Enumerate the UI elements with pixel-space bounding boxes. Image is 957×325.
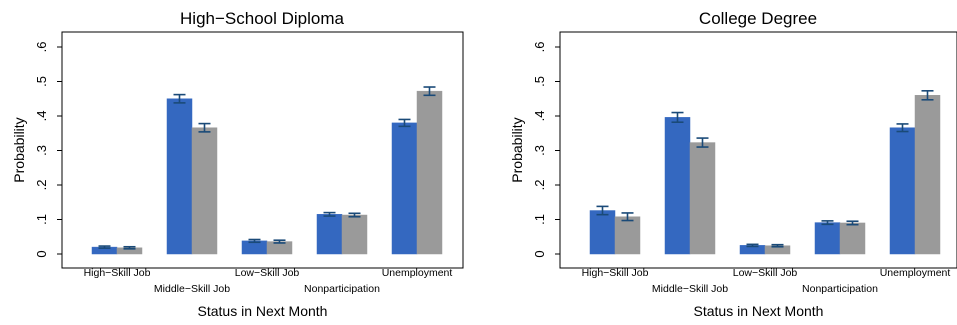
bar [839, 222, 866, 255]
x-category-label: Unemployment [382, 267, 453, 279]
x-category-label: High−Skill Job [84, 267, 151, 279]
bar [889, 127, 916, 255]
y-tick-label: .4 [34, 111, 49, 122]
y-tick-label: .5 [34, 76, 49, 87]
x-category-label: Middle−Skill Job [652, 283, 728, 295]
bar [814, 222, 841, 255]
bar [589, 210, 616, 255]
y-tick-label: .5 [532, 76, 547, 87]
x-category-label: Middle−Skill Job [154, 283, 230, 295]
y-axis-label: Probability [11, 117, 27, 182]
bar [614, 216, 641, 255]
chart-title: College Degree [699, 9, 817, 28]
x-category-label: Nonparticipation [304, 283, 380, 295]
bar [689, 142, 716, 255]
chart-panel-1: High−School Diploma 0 .1 .2 .3 .4 .5 .6 Probabil… [11, 9, 464, 319]
y-tick-label: 0 [532, 250, 547, 257]
y-tick-label: .3 [34, 145, 49, 156]
bar [341, 214, 368, 255]
bar [664, 117, 691, 255]
y-tick-label: .3 [532, 145, 547, 156]
y-tick-label: .6 [532, 42, 547, 53]
bar [166, 98, 193, 255]
x-category-label: Low−Skill Job [733, 267, 798, 279]
y-tick-label: .1 [532, 214, 547, 225]
bar [416, 90, 443, 255]
chart-title: High−School Diploma [180, 9, 344, 28]
x-category-label: Nonparticipation [802, 283, 878, 295]
y-tick-label: .1 [34, 214, 49, 225]
bar [316, 214, 343, 255]
bar [191, 127, 218, 255]
y-tick-label: .2 [34, 180, 49, 191]
x-axis-label: Status in Next Month [198, 303, 328, 319]
x-category-label: Unemployment [880, 267, 951, 279]
bar [914, 95, 941, 255]
y-axis-label: Probability [509, 117, 525, 182]
y-tick-label: 0 [34, 250, 49, 257]
y-tick-label: .4 [532, 111, 547, 122]
x-axis-label: Status in Next Month [694, 303, 824, 319]
chart-panel-2: College Degree 0 .1 .2 .3 .4 .5 .6 Probability Hi… [509, 9, 957, 319]
bar [391, 122, 418, 255]
y-tick-label: .6 [34, 42, 49, 53]
x-category-label: High−Skill Job [582, 267, 649, 279]
x-category-label: Low−Skill Job [235, 267, 300, 279]
y-tick-label: .2 [532, 180, 547, 191]
